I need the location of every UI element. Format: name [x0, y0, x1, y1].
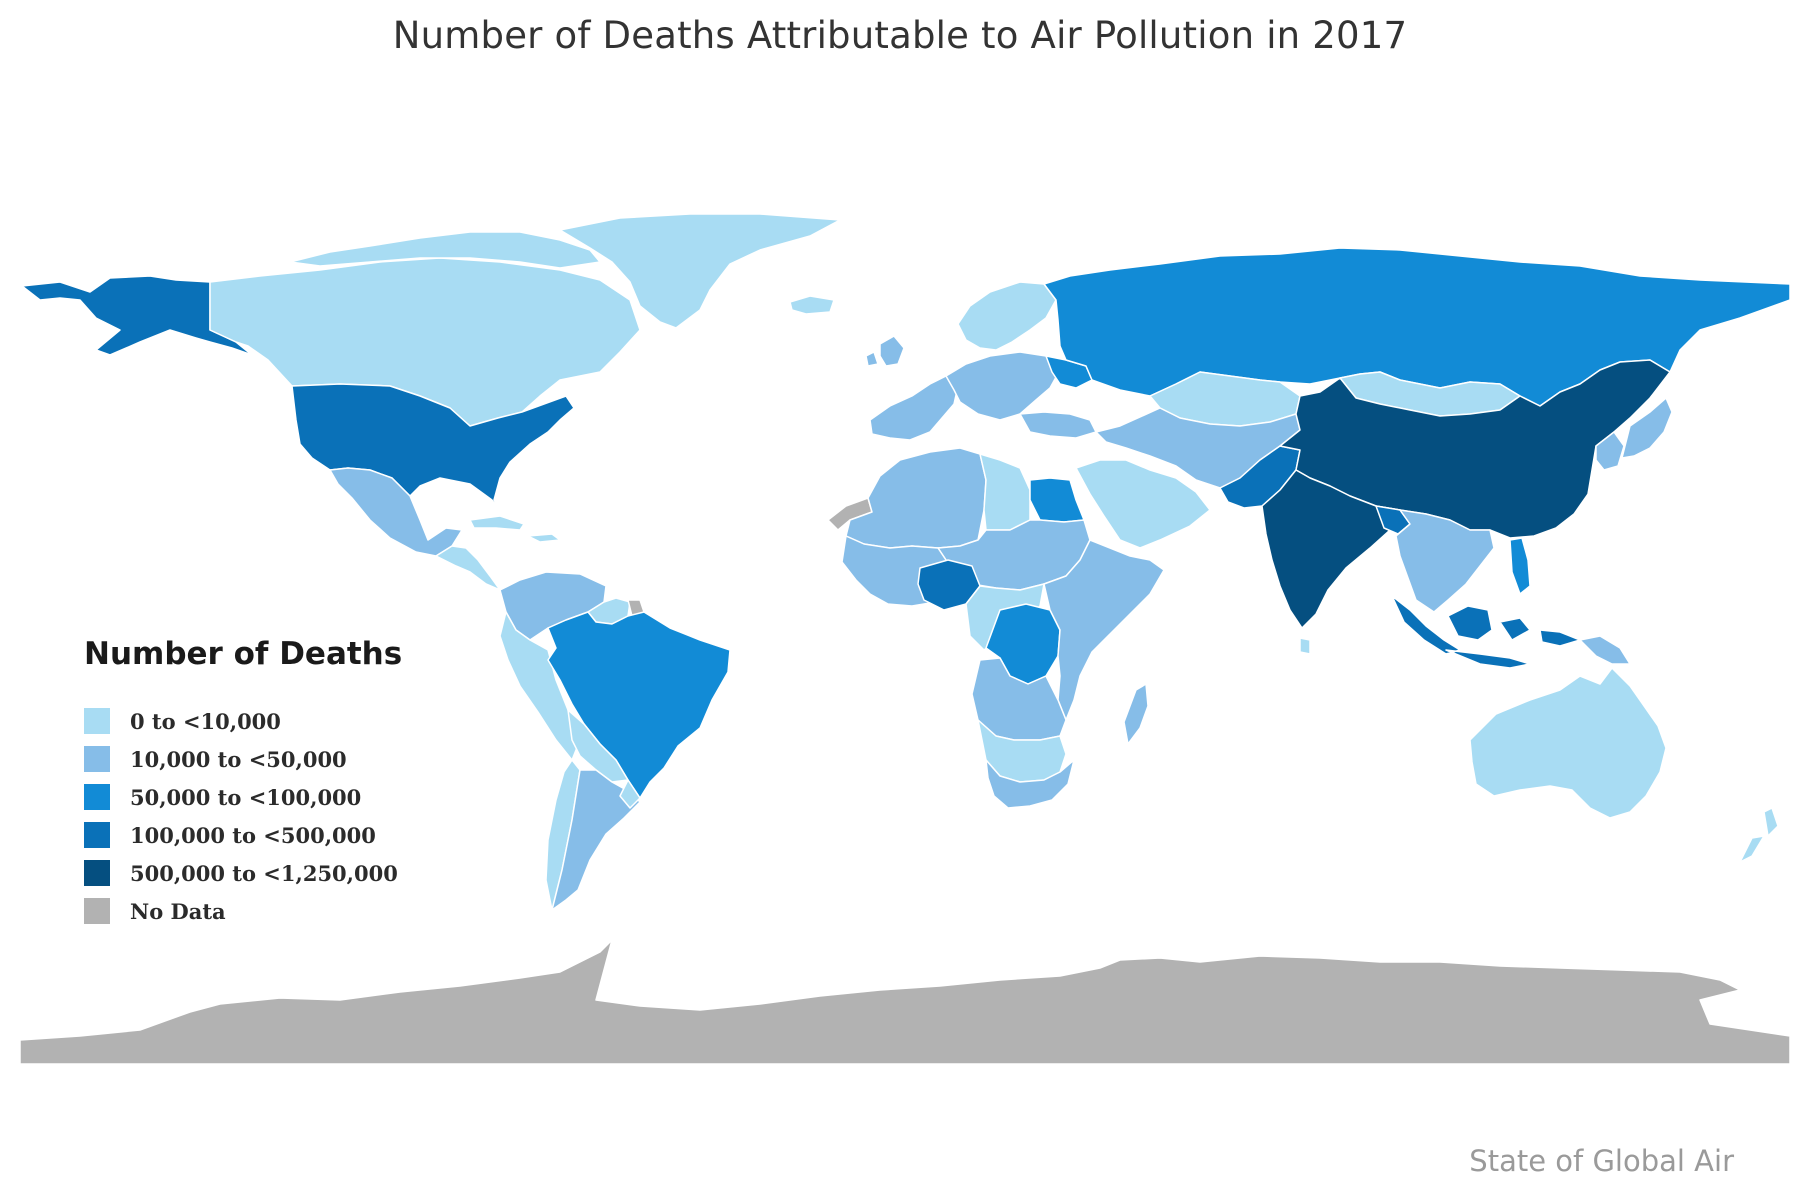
region-canada-arctic-islands[interactable]: [289, 231, 601, 269]
legend-title: Number of Deaths: [84, 636, 403, 672]
map-title: Number of Deaths Attributable to Air Pol…: [392, 14, 1408, 57]
region-east-africa[interactable]: [1043, 539, 1165, 721]
legend-label: 100,000 to <500,000: [130, 822, 376, 848]
legend-swatch: [84, 746, 110, 772]
region-united-states[interactable]: [291, 383, 575, 521]
legend-swatch: [84, 708, 110, 734]
region-caribbean[interactable]: [469, 515, 561, 543]
region-russia[interactable]: [1043, 247, 1791, 407]
legend-item: No Data: [84, 892, 402, 930]
region-scandinavia[interactable]: [957, 281, 1057, 351]
legend-label: 50,000 to <100,000: [130, 784, 362, 810]
region-peru-ecuador[interactable]: [499, 611, 581, 761]
region-arabian-peninsula[interactable]: [1075, 459, 1211, 549]
region-turkey[interactable]: [1019, 411, 1097, 439]
legend-label: No Data: [130, 898, 226, 924]
region-madagascar[interactable]: [1123, 683, 1149, 745]
region-brazil[interactable]: [547, 611, 731, 799]
legend-item: 100,000 to <500,000: [84, 816, 402, 854]
region-egypt[interactable]: [1029, 477, 1085, 523]
legend-label: 0 to <10,000: [130, 708, 281, 734]
region-iceland[interactable]: [789, 295, 835, 315]
legend-label: 500,000 to <1,250,000: [130, 860, 398, 886]
region-uruguay[interactable]: [619, 779, 641, 809]
legend-swatch: [84, 860, 110, 886]
source-credit: State of Global Air: [1469, 1144, 1734, 1178]
region-new-zealand[interactable]: [1739, 807, 1779, 863]
region-central-europe[interactable]: [945, 351, 1061, 421]
legend-item: 0 to <10,000: [84, 702, 402, 740]
region-indonesia[interactable]: [1391, 595, 1581, 669]
region-japan[interactable]: [1621, 397, 1673, 459]
region-mexico[interactable]: [329, 467, 463, 557]
region-southeast-asia[interactable]: [1395, 509, 1495, 613]
legend-swatch: [84, 784, 110, 810]
region-uk-ireland[interactable]: [865, 335, 905, 367]
region-philippines[interactable]: [1509, 537, 1531, 595]
region-sri-lanka[interactable]: [1299, 637, 1311, 655]
legend-swatch: [84, 822, 110, 848]
region-alaska[interactable]: [21, 275, 253, 356]
legend-label: 10,000 to <50,000: [130, 746, 347, 772]
legend-swatch: [84, 898, 110, 924]
region-antarctica: [19, 939, 1791, 1065]
region-australia[interactable]: [1469, 667, 1667, 819]
region-iberia-western-europe[interactable]: [869, 375, 959, 441]
region-canada[interactable]: [209, 257, 641, 427]
legend-item: 50,000 to <100,000: [84, 778, 402, 816]
region-papua-new-guinea[interactable]: [1579, 635, 1631, 665]
region-south-africa[interactable]: [985, 759, 1075, 809]
region-greenland[interactable]: [559, 213, 841, 329]
legend-item: 10,000 to <50,000: [84, 740, 402, 778]
region-bolivia-paraguay[interactable]: [567, 709, 629, 783]
region-korea[interactable]: [1595, 431, 1625, 471]
region-india[interactable]: [1261, 469, 1401, 629]
region-argentina[interactable]: [551, 769, 641, 911]
region-libya[interactable]: [979, 453, 1031, 531]
legend-item: 500,000 to <1,250,000: [84, 854, 402, 892]
legend: Number of Deaths 0 to <10,000 10,000 to …: [84, 636, 402, 930]
region-central-america[interactable]: [435, 545, 501, 591]
